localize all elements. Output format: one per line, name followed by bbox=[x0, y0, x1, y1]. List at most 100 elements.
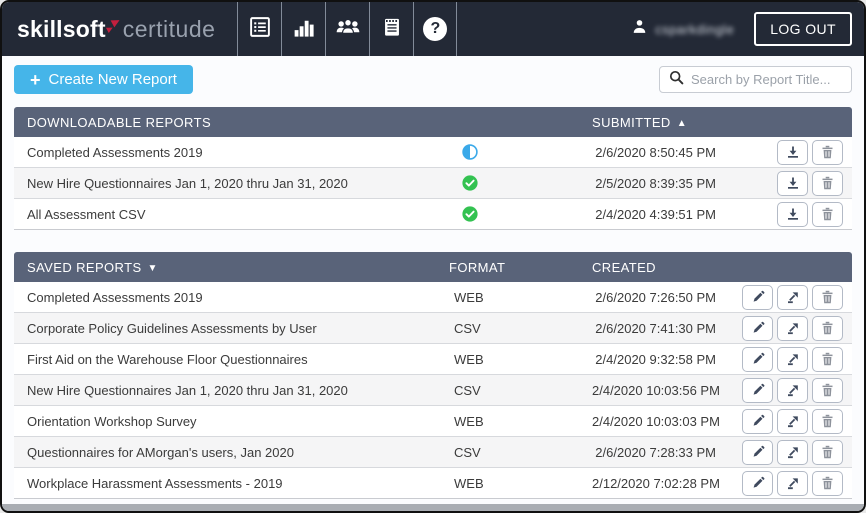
report-title: Questionnaires for AMorgan's users, Jan … bbox=[27, 444, 294, 460]
logout-button[interactable]: LOG OUT bbox=[754, 12, 852, 46]
report-title: New Hire Questionnaires Jan 1, 2020 thru… bbox=[27, 175, 348, 191]
created-date: 2/4/2020 10:03:03 PM bbox=[592, 413, 720, 429]
run-report-icon bbox=[787, 323, 798, 335]
nav-users-button[interactable] bbox=[325, 2, 369, 56]
report-title: All Assessment CSV bbox=[27, 206, 146, 222]
run-report-button[interactable] bbox=[777, 439, 808, 465]
delete-button[interactable] bbox=[812, 470, 843, 496]
help-icon: ? bbox=[423, 17, 448, 41]
status-icon bbox=[462, 206, 478, 222]
download-button[interactable] bbox=[777, 170, 808, 196]
edit-button[interactable] bbox=[742, 346, 773, 372]
trash-icon bbox=[822, 321, 833, 335]
report-title: Orientation Workshop Survey bbox=[27, 413, 197, 429]
person-icon bbox=[632, 19, 647, 39]
create-new-report-button[interactable]: + Create New Report bbox=[14, 65, 193, 94]
delete-button[interactable] bbox=[812, 346, 843, 372]
edit-button[interactable] bbox=[742, 315, 773, 341]
table-row: Corporate Policy Guidelines Assessments … bbox=[14, 313, 852, 344]
create-new-report-label: Create New Report bbox=[48, 71, 177, 88]
sort-ascending-icon: ▲ bbox=[676, 117, 688, 129]
toolbar: + Create New Report bbox=[14, 65, 852, 94]
run-report-button[interactable] bbox=[777, 470, 808, 496]
pencil-icon bbox=[753, 445, 764, 457]
report-title: Workplace Harassment Assessments - 2019 bbox=[27, 475, 283, 491]
edit-button[interactable] bbox=[742, 439, 773, 465]
run-report-button[interactable] bbox=[777, 408, 808, 434]
sort-descending-icon: ▼ bbox=[147, 262, 158, 274]
table-row: Workplace Harassment Assessments - 2019 … bbox=[14, 468, 852, 499]
submitted-date: 2/4/2020 4:39:51 PM bbox=[595, 206, 716, 222]
nav-form-list-button[interactable] bbox=[237, 2, 281, 56]
nav-reports-chart-button[interactable] bbox=[281, 2, 325, 56]
submitted-column-header[interactable]: SUBMITTED ▲ bbox=[592, 114, 688, 130]
pencil-icon bbox=[753, 321, 764, 333]
downloadable-reports-title: DOWNLOADABLE REPORTS bbox=[27, 114, 212, 130]
downloadable-rows: Completed Assessments 2019 bbox=[14, 137, 852, 230]
trash-icon bbox=[822, 476, 833, 490]
edit-button[interactable] bbox=[742, 377, 773, 403]
row-actions bbox=[724, 201, 852, 227]
report-format: WEB bbox=[454, 289, 484, 305]
search-input[interactable] bbox=[691, 72, 842, 87]
nav-notepad-button[interactable] bbox=[369, 2, 413, 56]
row-actions bbox=[724, 170, 852, 196]
format-column-header: FORMAT bbox=[449, 259, 506, 275]
report-format: WEB bbox=[454, 351, 484, 367]
logo-product-text: certitude bbox=[122, 15, 216, 42]
edit-button[interactable] bbox=[742, 284, 773, 310]
trash-icon bbox=[822, 176, 833, 190]
created-date: 2/4/2020 10:03:56 PM bbox=[592, 382, 720, 398]
delete-button[interactable] bbox=[812, 377, 843, 403]
edit-button[interactable] bbox=[742, 470, 773, 496]
row-actions bbox=[724, 408, 852, 434]
pencil-icon bbox=[753, 290, 764, 302]
top-navigation-bar: skillsoft certitude bbox=[2, 2, 864, 56]
app-logo: skillsoft certitude bbox=[2, 2, 215, 56]
created-date: 2/6/2020 7:28:33 PM bbox=[595, 444, 716, 460]
download-button[interactable] bbox=[777, 201, 808, 227]
row-actions bbox=[724, 315, 852, 341]
delete-button[interactable] bbox=[812, 408, 843, 434]
report-format: WEB bbox=[454, 475, 484, 491]
delete-button[interactable] bbox=[812, 201, 843, 227]
trash-icon bbox=[822, 352, 833, 366]
table-row: Completed Assessments 2019 bbox=[14, 137, 852, 168]
trash-icon bbox=[822, 414, 833, 428]
download-icon bbox=[787, 177, 798, 189]
table-row: New Hire Questionnaires Jan 1, 2020 thru… bbox=[14, 375, 852, 406]
form-list-icon bbox=[248, 15, 272, 44]
run-report-icon bbox=[787, 385, 798, 397]
edit-button[interactable] bbox=[742, 408, 773, 434]
download-button[interactable] bbox=[777, 139, 808, 165]
created-date: 2/4/2020 9:32:58 PM bbox=[595, 351, 716, 367]
saved-reports-header: SAVED REPORTS ▼ FORMAT CREATED bbox=[14, 252, 852, 282]
main-nav: ? bbox=[237, 2, 458, 56]
trash-icon bbox=[822, 290, 833, 304]
run-report-icon bbox=[787, 354, 798, 366]
search-box[interactable] bbox=[659, 66, 852, 93]
report-format: WEB bbox=[454, 413, 484, 429]
run-report-button[interactable] bbox=[777, 346, 808, 372]
nav-help-button[interactable]: ? bbox=[413, 2, 458, 56]
created-date: 2/6/2020 7:41:30 PM bbox=[595, 320, 716, 336]
run-report-button[interactable] bbox=[777, 284, 808, 310]
status-icon bbox=[462, 175, 478, 191]
notepad-icon bbox=[380, 15, 404, 44]
report-format: CSV bbox=[454, 444, 481, 460]
run-report-button[interactable] bbox=[777, 315, 808, 341]
table-row: New Hire Questionnaires Jan 1, 2020 thru… bbox=[14, 168, 852, 199]
run-report-button[interactable] bbox=[777, 377, 808, 403]
saved-reports-table: SAVED REPORTS ▼ FORMAT CREATED Completed … bbox=[14, 252, 852, 499]
table-row: Questionnaires for AMorgan's users, Jan … bbox=[14, 437, 852, 468]
trash-icon bbox=[822, 145, 833, 159]
delete-button[interactable] bbox=[812, 315, 843, 341]
saved-reports-title[interactable]: SAVED REPORTS ▼ bbox=[27, 259, 158, 275]
pencil-icon bbox=[753, 414, 764, 426]
download-icon bbox=[787, 146, 798, 158]
delete-button[interactable] bbox=[812, 439, 843, 465]
delete-button[interactable] bbox=[812, 170, 843, 196]
delete-button[interactable] bbox=[812, 284, 843, 310]
delete-button[interactable] bbox=[812, 139, 843, 165]
